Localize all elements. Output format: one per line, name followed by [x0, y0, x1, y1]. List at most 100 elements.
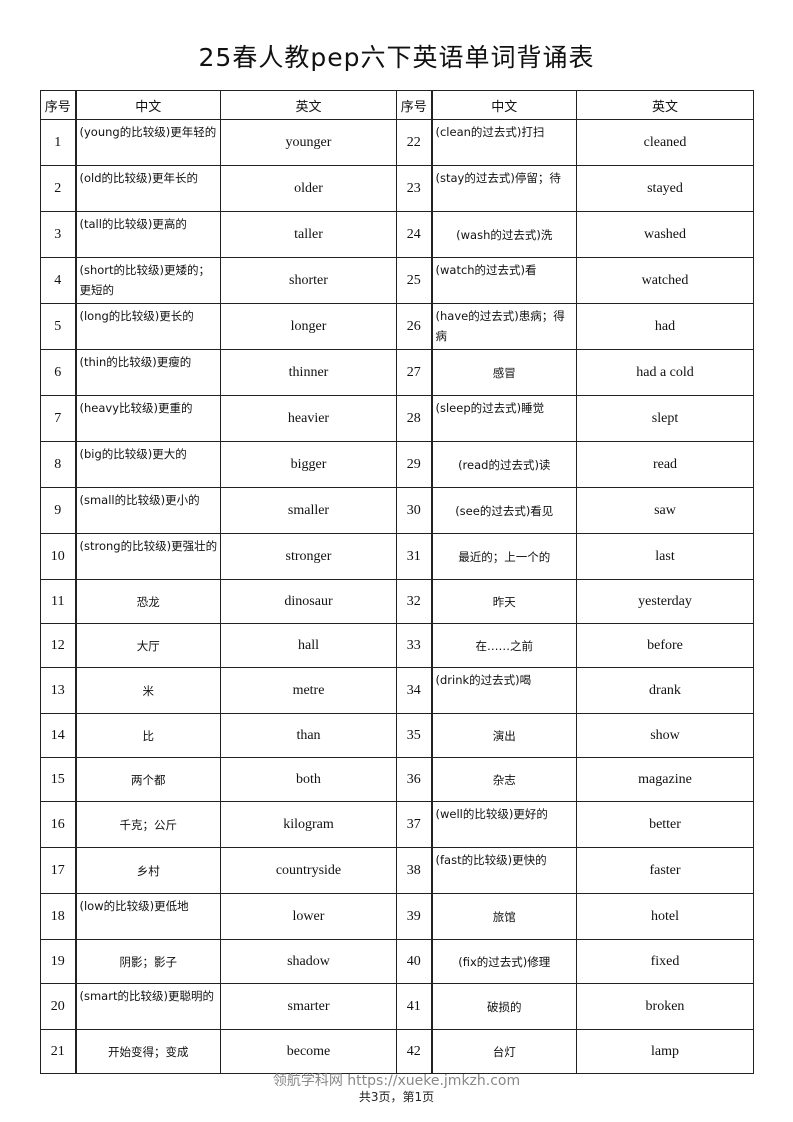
cell-chinese: 最近的；上一个的	[431, 533, 577, 580]
table-row: 19 阴影；影子 shadow 40 (fix的过去式)修理 fixed	[40, 939, 754, 984]
cell-number: 16	[40, 801, 77, 848]
cell-english: stayed	[576, 165, 754, 212]
cell-number: 11	[40, 579, 77, 624]
cell-number: 25	[396, 257, 433, 304]
table-row: 2 (old的比较级)更年长的 older 23 (stay的过去式)停留；待 staye…	[40, 165, 754, 212]
cell-number: 39	[396, 893, 433, 940]
cell-number: 6	[40, 349, 77, 396]
cell-english: show	[576, 713, 754, 758]
cell-english: read	[576, 441, 754, 488]
cell-english: stronger	[220, 533, 397, 580]
cell-english: had a cold	[576, 349, 754, 396]
table-row: 10 (strong的比较级)更强壮的 stronger 31 最近的；上一个的 last	[40, 533, 754, 580]
cell-number: 35	[396, 713, 433, 758]
table-row: 9 (small的比较级)更小的 smaller 30 (see的过去式)看见 saw	[40, 487, 754, 534]
cell-chinese: 旅馆	[431, 893, 577, 940]
cell-chinese: 昨天	[431, 579, 577, 624]
cell-number: 19	[40, 939, 77, 984]
cell-english: faster	[576, 847, 754, 894]
cell-number: 5	[40, 303, 77, 350]
cell-number: 2	[40, 165, 77, 212]
cell-chinese: (long的比较级)更长的	[75, 303, 221, 350]
cell-chinese: (clean的过去式)打扫	[431, 119, 577, 166]
table-row: 14 比 than 35 演出 show	[40, 713, 754, 758]
cell-number: 8	[40, 441, 77, 488]
cell-chinese: (heavy比较级)更重的	[75, 395, 221, 442]
cell-chinese: (tall的比较级)更高的	[75, 211, 221, 258]
table-row: 15 两个都 both 36 杂志 magazine	[40, 757, 754, 802]
cell-chinese: (read的过去式)读	[431, 441, 577, 488]
cell-number: 9	[40, 487, 77, 534]
cell-number: 13	[40, 667, 77, 714]
cell-english: both	[220, 757, 397, 802]
cell-number: 15	[40, 757, 77, 802]
cell-number: 23	[396, 165, 433, 212]
cell-chinese: (small的比较级)更小的	[75, 487, 221, 534]
table-row: 16 千克；公斤 kilogram 37 (well的比较级)更好的 better	[40, 801, 754, 848]
cell-chinese: (low的比较级)更低地	[75, 893, 221, 940]
table-body: 1 (young的比较级)更年轻的 younger 22 (clean的过去式)打扫 cl…	[40, 119, 754, 1074]
cell-english: broken	[576, 983, 754, 1030]
cell-chinese: 阴影；影子	[75, 939, 221, 984]
cell-chinese: 破损的	[431, 983, 577, 1030]
table-row: 20 (smart的比较级)更聪明的 smarter 41 破损的 broken	[40, 983, 754, 1030]
table-header-row: 序号 中文 英文 序号 中文 英文	[40, 90, 754, 120]
cell-number: 41	[396, 983, 433, 1030]
table-row: 12 大厅 hall 33 在……之前 before	[40, 623, 754, 668]
cell-chinese: 两个都	[75, 757, 221, 802]
cell-number: 7	[40, 395, 77, 442]
cell-number: 14	[40, 713, 77, 758]
cell-english: shadow	[220, 939, 397, 984]
cell-english: magazine	[576, 757, 754, 802]
cell-english: saw	[576, 487, 754, 534]
cell-number: 37	[396, 801, 433, 848]
cell-number: 18	[40, 893, 77, 940]
cell-number: 27	[396, 349, 433, 396]
cell-chinese: (see的过去式)看见	[431, 487, 577, 534]
cell-chinese: 恐龙	[75, 579, 221, 624]
cell-english: better	[576, 801, 754, 848]
cell-number: 17	[40, 847, 77, 894]
cell-english: shorter	[220, 257, 397, 304]
cell-number: 21	[40, 1029, 77, 1074]
cell-chinese: 比	[75, 713, 221, 758]
table-row: 17 乡村 countryside 38 (fast的比较级)更快的 faster	[40, 847, 754, 894]
cell-english: taller	[220, 211, 397, 258]
cell-english: before	[576, 623, 754, 668]
cell-chinese: (smart的比较级)更聪明的	[75, 983, 221, 1030]
cell-number: 38	[396, 847, 433, 894]
header-number: 序号	[40, 90, 77, 120]
cell-chinese: (have的过去式)患病；得病	[431, 303, 577, 350]
cell-chinese: (watch的过去式)看	[431, 257, 577, 304]
cell-english: slept	[576, 395, 754, 442]
cell-chinese: 开始变得；变成	[75, 1029, 221, 1074]
cell-number: 32	[396, 579, 433, 624]
cell-chinese: (sleep的过去式)睡觉	[431, 395, 577, 442]
table-row: 11 恐龙 dinosaur 32 昨天 yesterday	[40, 579, 754, 624]
page-number: 共3页，第1页	[358, 1090, 435, 1104]
cell-english: lower	[220, 893, 397, 940]
header-chinese: 中文	[431, 90, 577, 120]
table-row: 8 (big的比较级)更大的 bigger 29 (read的过去式)读 read	[40, 441, 754, 488]
table-row: 5 (long的比较级)更长的 longer 26 (have的过去式)患病；得病 had	[40, 303, 754, 350]
cell-chinese: 感冒	[431, 349, 577, 396]
table-row: 21 开始变得；变成 become 42 台灯 lamp	[40, 1029, 754, 1074]
table-row: 1 (young的比较级)更年轻的 younger 22 (clean的过去式)打扫 cl…	[40, 119, 754, 166]
cell-chinese: (wash的过去式)洗	[431, 211, 577, 258]
cell-english: older	[220, 165, 397, 212]
cell-chinese: 大厅	[75, 623, 221, 668]
cell-number: 31	[396, 533, 433, 580]
cell-number: 20	[40, 983, 77, 1030]
cell-english: last	[576, 533, 754, 580]
cell-chinese: (big的比较级)更大的	[75, 441, 221, 488]
cell-english: thinner	[220, 349, 397, 396]
cell-number: 24	[396, 211, 433, 258]
cell-number: 4	[40, 257, 77, 304]
watermark-footer: 领航学科网 https://xueke.jmkzh.com	[272, 1073, 521, 1089]
cell-chinese: 米	[75, 667, 221, 714]
header-chinese: 中文	[75, 90, 221, 120]
cell-chinese: 杂志	[431, 757, 577, 802]
cell-english: hall	[220, 623, 397, 668]
cell-number: 22	[396, 119, 433, 166]
table-row: 3 (tall的比较级)更高的 taller 24 (wash的过去式)洗 washed	[40, 211, 754, 258]
